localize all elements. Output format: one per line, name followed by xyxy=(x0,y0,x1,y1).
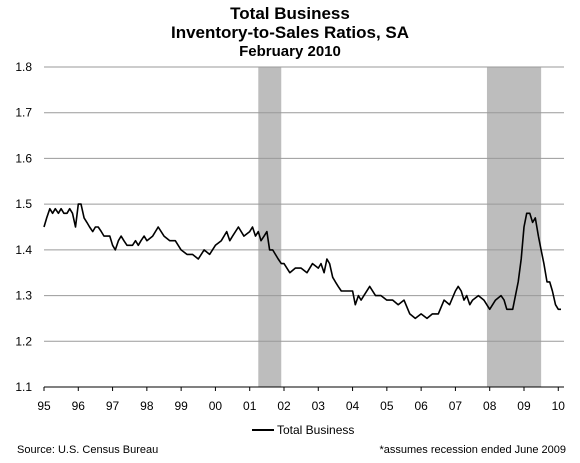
chart-title: Total Business xyxy=(230,4,350,23)
x-tick-label: 95 xyxy=(37,399,51,413)
y-tick-label: 1.4 xyxy=(15,243,32,257)
recession-band-2 xyxy=(486,67,542,387)
x-tick-label: 08 xyxy=(483,399,497,413)
y-tick-label: 1.3 xyxy=(15,289,32,303)
y-tick-label: 1.6 xyxy=(15,151,32,165)
chart-subtitle: Inventory-to-Sales Ratios, SA xyxy=(170,23,410,42)
x-tick-label: 09 xyxy=(517,399,531,413)
y-tick-label: 1.7 xyxy=(15,106,32,120)
series-line-1 xyxy=(43,203,561,320)
chart-date: February 2010 xyxy=(239,43,341,60)
chart-title-block: Total Business Inventory-to-Sales Ratios… xyxy=(0,4,580,61)
x-tick-label: 97 xyxy=(106,399,120,413)
x-tick-label: 01 xyxy=(243,399,257,413)
footnote: *assumes recession ended June 2009 xyxy=(379,444,566,456)
x-tick-label: 99 xyxy=(174,399,188,413)
x-tick-label: 02 xyxy=(277,399,291,413)
x-tick-label: 06 xyxy=(414,399,428,413)
legend-line-swatch xyxy=(252,429,274,431)
x-tick-label: 00 xyxy=(209,399,223,413)
x-tick-label: 04 xyxy=(346,399,360,413)
x-tick-label: 98 xyxy=(140,399,154,413)
x-tick-label: 10 xyxy=(552,399,566,413)
x-tick-label: 96 xyxy=(72,399,86,413)
source-note: Source: U.S. Census Bureau xyxy=(17,444,159,456)
y-tick-label: 1.8 xyxy=(15,60,32,74)
x-tick-label: 03 xyxy=(312,399,326,413)
y-tick-label: 1.2 xyxy=(15,334,32,348)
y-tick-label: 1.1 xyxy=(15,380,32,394)
recession-band-1 xyxy=(258,67,282,387)
legend: Total Business xyxy=(252,423,354,437)
x-tick-label: 07 xyxy=(449,399,463,413)
y-tick-label: 1.5 xyxy=(15,197,32,211)
legend-label: Total Business xyxy=(277,423,355,437)
x-tick-label: 05 xyxy=(380,399,394,413)
